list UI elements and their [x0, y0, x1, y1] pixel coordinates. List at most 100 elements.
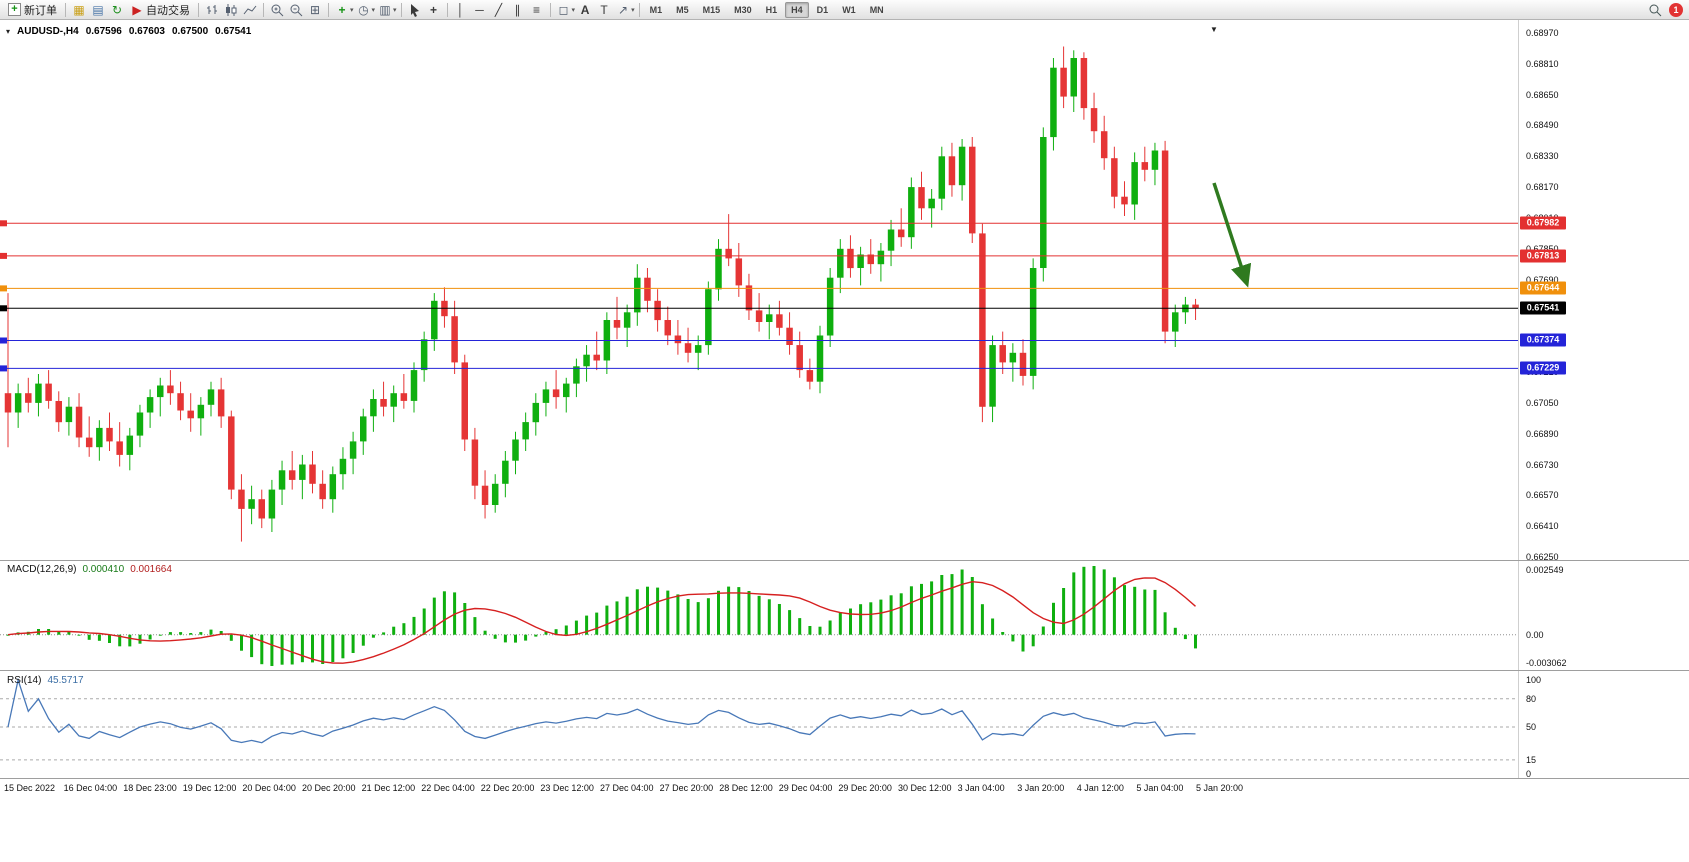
- toolbar: + 新订单 ▦ ▤ ↻ ▶ 自动交易 ⊞ + ▾ ◷ ▾ ▥ ▾ + │ ─ ╱ ∥ …: [0, 0, 1689, 20]
- periods-caret-icon[interactable]: ▾: [371, 6, 376, 14]
- cursor-icon[interactable]: [406, 2, 424, 18]
- toolbar-separator: [328, 2, 329, 17]
- new-order-icon: +: [8, 3, 21, 16]
- vertical-line-icon[interactable]: │: [456, 2, 465, 17]
- time-axis-label: 20 Dec 04:00: [242, 783, 296, 793]
- line-chart-icon[interactable]: [241, 2, 259, 18]
- timeframe-toolbar: M1 M5 M15 M30 H1 H4 D1 W1 MN: [644, 1, 890, 18]
- timeframe-m5-button[interactable]: M5: [676, 4, 689, 15]
- profiles-icon[interactable]: ▤: [92, 2, 104, 17]
- time-axis-label: 3 Jan 20:00: [1017, 783, 1065, 793]
- price-badge: 0.67541: [1520, 301, 1566, 315]
- rsi-axis-label: 100: [1526, 675, 1542, 685]
- time-axis-label: 16 Dec 04:00: [63, 783, 118, 793]
- pane-separator[interactable]: [0, 560, 1689, 561]
- timeframe-h4-button[interactable]: H4: [785, 1, 809, 18]
- price-axis-label: 0.66570: [1526, 490, 1559, 501]
- horizontal-line-icon[interactable]: ─: [475, 2, 484, 17]
- refresh-icon[interactable]: ↻: [111, 2, 123, 17]
- timeframe-m1-button[interactable]: M1: [649, 4, 663, 15]
- search-icon[interactable]: [1646, 2, 1664, 18]
- indicators-caret-icon[interactable]: ▾: [350, 6, 354, 14]
- toolbar-separator: [400, 2, 402, 17]
- price-axis-label: 0.66250: [1526, 552, 1559, 562]
- timeframe-w1-button[interactable]: W1: [842, 4, 856, 15]
- rsi-axis-label: 0: [1526, 769, 1532, 779]
- tile-windows-icon[interactable]: ⊞: [309, 2, 321, 17]
- new-order-label: 新订单: [24, 4, 57, 17]
- macd-name: MACD(12,26,9): [7, 564, 77, 575]
- time-axis-label: 15 Dec 2022: [4, 783, 56, 793]
- rsi-name: RSI(14): [7, 675, 42, 686]
- macd-axis-label: 0.00: [1526, 629, 1544, 640]
- timeframe-d1-button[interactable]: D1: [816, 4, 829, 15]
- price-axis-label: 0.66730: [1526, 459, 1559, 470]
- time-axis-label: 30 Dec 12:00: [898, 783, 952, 793]
- rsi-indicator-label: RSI(14) 45.5717: [7, 675, 84, 686]
- timeframe-h1-button[interactable]: H1: [765, 4, 778, 15]
- time-axis-label: 22 Dec 04:00: [421, 783, 475, 793]
- fibonacci-icon[interactable]: ≡: [533, 2, 541, 17]
- text-tool-icon[interactable]: A: [580, 2, 590, 17]
- time-axis-label: 4 Jan 12:00: [1076, 783, 1124, 793]
- time-axis-label: 27 Dec 20:00: [659, 783, 714, 793]
- crosshair-icon[interactable]: +: [430, 2, 438, 17]
- price-axis-divider: [1518, 20, 1519, 778]
- time-axis-label: 5 Jan 20:00: [1196, 783, 1244, 793]
- window-menu-icon[interactable]: ▾: [6, 27, 11, 36]
- zoom-in-icon[interactable]: [268, 2, 286, 18]
- macd-axis-label: 0.002549: [1526, 565, 1564, 575]
- time-axis-label: 29 Dec 04:00: [778, 783, 833, 793]
- timeframe-m15-button[interactable]: M15: [702, 4, 721, 15]
- shapes-icon[interactable]: ◻: [558, 2, 569, 17]
- timeframe-mn-button[interactable]: MN: [869, 4, 884, 15]
- time-axis-label: 20 Dec 20:00: [302, 783, 356, 793]
- time-axis-label: 21 Dec 12:00: [361, 783, 416, 793]
- time-axis-label: 22 Dec 20:00: [480, 783, 535, 793]
- indicators-icon[interactable]: +: [338, 2, 346, 17]
- price-axis-label: 0.68170: [1526, 182, 1559, 193]
- bars-chart-icon[interactable]: [203, 2, 221, 18]
- rsi-axis-label: 50: [1526, 722, 1537, 732]
- price-axis-label: 0.68970: [1526, 28, 1559, 38]
- trendline-icon[interactable]: ╱: [494, 2, 503, 17]
- channel-icon[interactable]: ∥: [514, 2, 521, 17]
- timeframe-m30-button[interactable]: M30: [734, 4, 752, 15]
- pane-separator[interactable]: [0, 670, 1689, 671]
- toolbar-separator: [263, 2, 264, 17]
- chart-canvas[interactable]: [0, 20, 1689, 862]
- time-axis-label: 29 Dec 20:00: [838, 783, 892, 793]
- toolbar-separator: [638, 2, 640, 17]
- ohlc-open: 0.67596: [85, 26, 122, 37]
- price-badge: 0.67813: [1520, 249, 1566, 263]
- toolbar-separator: [65, 2, 66, 17]
- text-label-tool-icon[interactable]: T: [600, 2, 608, 17]
- time-axis-label: 5 Jan 04:00: [1136, 783, 1184, 793]
- macd-main-value: 0.000410: [82, 564, 125, 575]
- chart-window: ▾ AUDUSD-,H4 0.67596 0.67603 0.67500 0.6…: [0, 20, 1689, 862]
- time-axis-label: 27 Dec 04:00: [600, 783, 654, 793]
- price-badge: 0.67644: [1520, 281, 1566, 295]
- templates-caret-icon[interactable]: ▾: [393, 6, 397, 14]
- shapes-caret-icon[interactable]: ▾: [571, 6, 576, 14]
- zoom-out-icon[interactable]: [287, 2, 305, 18]
- candlestick-chart-icon[interactable]: [222, 2, 240, 18]
- macd-indicator-label: MACD(12,26,9) 0.000410 0.001664: [7, 564, 172, 575]
- time-axis-label: 18 Dec 23:00: [123, 783, 177, 793]
- price-axis-label: 0.66410: [1526, 521, 1559, 532]
- new-order-button[interactable]: + 新订单: [4, 1, 61, 19]
- auto-trading-button[interactable]: ▶ 自动交易: [127, 1, 194, 19]
- templates-icon[interactable]: ▥: [379, 2, 391, 17]
- arrows-caret-icon[interactable]: ▾: [631, 6, 635, 14]
- notification-badge[interactable]: 1: [1669, 2, 1683, 17]
- periods-icon[interactable]: ◷: [358, 2, 369, 17]
- symbol-timeframe: AUDUSD-,H4: [17, 26, 79, 37]
- chart-shift-icon[interactable]: ▼: [1210, 25, 1218, 34]
- arrows-tool-icon[interactable]: ↗: [618, 2, 629, 17]
- price-badge: 0.67982: [1520, 216, 1566, 230]
- price-axis-label: 0.68490: [1526, 120, 1559, 131]
- new-chart-icon[interactable]: ▦: [73, 2, 85, 17]
- auto-trading-label: 自动交易: [146, 4, 190, 17]
- macd-signal-value: 0.001664: [130, 564, 172, 575]
- price-badge: 0.67374: [1520, 333, 1566, 347]
